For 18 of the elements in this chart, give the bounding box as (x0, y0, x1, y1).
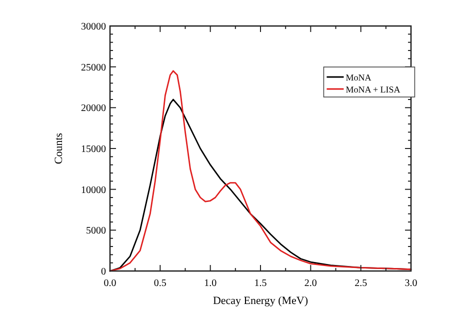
y-tick-label: 20000 (81, 103, 106, 114)
y-tick-label: 15000 (81, 144, 106, 155)
x-tick-label: 0.5 (154, 278, 166, 289)
x-axis-title: Decay Energy (MeV) (212, 295, 308, 307)
y-tick-label: 25000 (81, 62, 106, 74)
y-tick-label: 10000 (81, 184, 106, 196)
x-tick-label: 0.0 (104, 278, 116, 289)
y-tick-label: 5000 (86, 226, 106, 237)
x-tick-label: 3.0 (404, 278, 418, 289)
y-tick-label: 30000 (81, 22, 106, 32)
legend-label: MoNA (346, 72, 372, 82)
y-tick-label: 0 (101, 266, 106, 278)
x-tick-label: 2.5 (354, 278, 368, 289)
x-tick-label: 1.5 (254, 278, 267, 289)
legend-label: MoNA + LISA (346, 84, 401, 94)
x-tick-label: 2.0 (304, 278, 317, 289)
x-tick-label: 1.0 (204, 278, 217, 289)
y-axis-title: Counts (53, 132, 65, 164)
